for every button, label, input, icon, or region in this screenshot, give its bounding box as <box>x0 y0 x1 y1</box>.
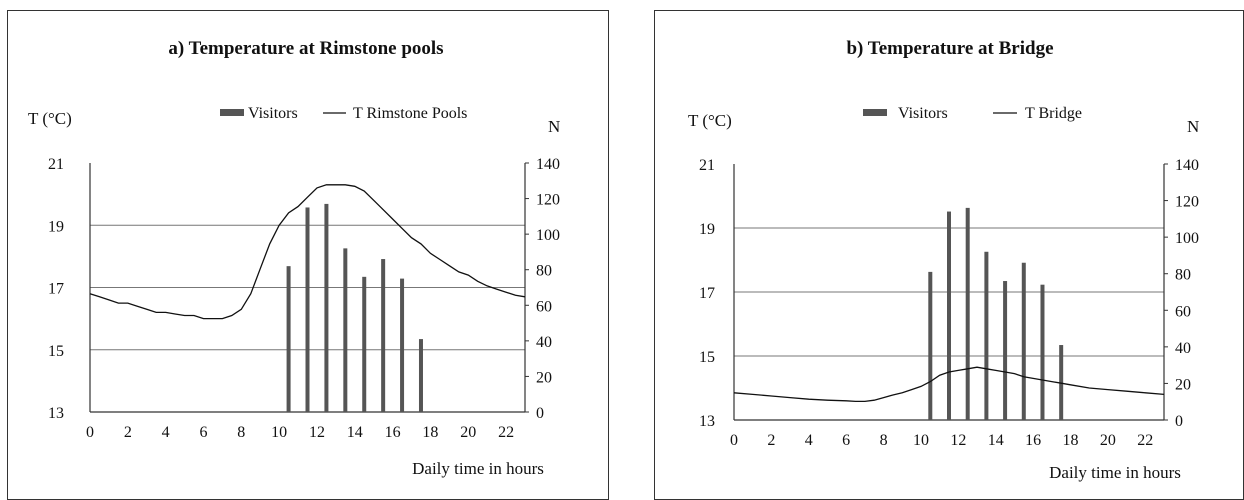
visitor-bar <box>305 207 310 412</box>
y-left-tick-label: 21 <box>699 157 715 174</box>
visitor-bar <box>1003 281 1008 420</box>
x-axis-label: Daily time in hours <box>412 459 544 478</box>
y-right-tick-label: 0 <box>536 405 544 422</box>
visitor-bar <box>1040 284 1045 420</box>
y-left-tick-label: 19 <box>48 218 64 235</box>
y-right-tick-label: 60 <box>1175 303 1191 320</box>
x-tick-label: 2 <box>767 432 775 449</box>
visitor-bar <box>343 248 348 412</box>
y-right-tick-label: 120 <box>1175 194 1199 211</box>
y-left-tick-label: 15 <box>48 343 64 360</box>
visitor-bar <box>418 339 423 412</box>
x-tick-label: 6 <box>842 432 850 449</box>
visitor-bar <box>381 259 386 412</box>
temperature-line <box>733 366 1165 403</box>
chart-rimstone-svg: a) Temperature at Rimstone pools T (°C) N D… <box>28 38 560 478</box>
x-tick-label: 16 <box>1025 432 1041 449</box>
y-right-tick-label: 100 <box>1175 230 1199 247</box>
x-tick-label: 20 <box>460 424 476 441</box>
y-right-tick-label: 100 <box>536 227 560 244</box>
visitor-bar <box>1059 345 1064 420</box>
y-left-tick-label: 19 <box>699 221 715 238</box>
y-right-tick-label: 20 <box>1175 376 1191 393</box>
chart-panel-bridge: b) Temperature at Bridge T (°C) N Daily tim… <box>654 10 1244 500</box>
visitor-bar <box>1021 262 1026 420</box>
x-tick-label: 2 <box>124 424 132 441</box>
x-tick-label: 8 <box>237 424 245 441</box>
y-left-tick-label: 15 <box>699 349 715 366</box>
y-right-tick-label: 0 <box>1175 413 1183 430</box>
chart-panel-rimstone: a) Temperature at Rimstone pools T (°C) N D… <box>7 10 609 500</box>
visitor-bar <box>400 278 405 412</box>
y-left-tick-label: 13 <box>699 413 715 430</box>
y-right-tick-label: 80 <box>536 263 552 280</box>
y-axis-right-label: N <box>1187 117 1199 136</box>
y-axis-left-label: T (°C) <box>688 111 732 130</box>
x-tick-label: 8 <box>880 432 888 449</box>
y-right-tick-label: 80 <box>1175 267 1191 284</box>
x-tick-label: 18 <box>1063 432 1079 449</box>
visitor-bar <box>362 276 367 412</box>
legend-line-label: T Rimstone Pools <box>353 105 467 122</box>
x-tick-label: 14 <box>347 424 363 441</box>
temperature-line <box>89 184 526 320</box>
y-right-tick-label: 40 <box>1175 340 1191 357</box>
x-tick-label: 18 <box>422 424 438 441</box>
legend-bar-label: Visitors <box>898 105 948 122</box>
y-right-tick-label: 120 <box>536 192 560 209</box>
x-tick-label: 12 <box>309 424 325 441</box>
x-axis-label: Daily time in hours <box>1049 463 1181 482</box>
y-right-tick-label: 140 <box>536 156 560 173</box>
y-right-tick-label: 20 <box>536 369 552 386</box>
x-tick-label: 20 <box>1100 432 1116 449</box>
y-axis-right-label: N <box>548 117 560 136</box>
x-tick-label: 10 <box>271 424 287 441</box>
y-right-tick-label: 60 <box>536 298 552 315</box>
legend-bar-swatch <box>863 109 887 116</box>
y-right-tick-label: 140 <box>1175 157 1199 174</box>
x-tick-label: 6 <box>199 424 207 441</box>
x-tick-label: 0 <box>86 424 94 441</box>
y-right-tick-label: 40 <box>536 334 552 351</box>
visitor-bar <box>286 266 291 412</box>
chart-bridge-svg: b) Temperature at Bridge T (°C) N Daily tim… <box>688 38 1199 482</box>
y-left-tick-label: 21 <box>48 156 64 173</box>
x-tick-label: 4 <box>805 432 813 449</box>
visitor-bar <box>984 251 989 420</box>
x-tick-label: 16 <box>385 424 401 441</box>
y-left-tick-label: 13 <box>48 405 64 422</box>
legend-bar-label: Visitors <box>248 105 298 122</box>
visitor-bar <box>324 203 329 412</box>
chart-title: b) Temperature at Bridge <box>846 38 1053 59</box>
chart-title: a) Temperature at Rimstone pools <box>168 38 443 59</box>
legend-line-label: T Bridge <box>1025 105 1082 122</box>
x-tick-label: 14 <box>988 432 1004 449</box>
x-tick-label: 12 <box>950 432 966 449</box>
visitor-bar <box>965 207 970 420</box>
x-tick-label: 10 <box>913 432 929 449</box>
y-left-tick-label: 17 <box>699 285 715 302</box>
x-tick-label: 22 <box>1137 432 1153 449</box>
legend-bar-swatch <box>220 109 244 116</box>
visitor-bar <box>928 271 933 420</box>
x-tick-label: 4 <box>162 424 170 441</box>
x-tick-label: 22 <box>498 424 514 441</box>
x-tick-label: 0 <box>730 432 738 449</box>
y-left-tick-label: 17 <box>48 281 64 298</box>
y-axis-left-label: T (°C) <box>28 109 72 128</box>
visitor-bar <box>947 211 951 420</box>
